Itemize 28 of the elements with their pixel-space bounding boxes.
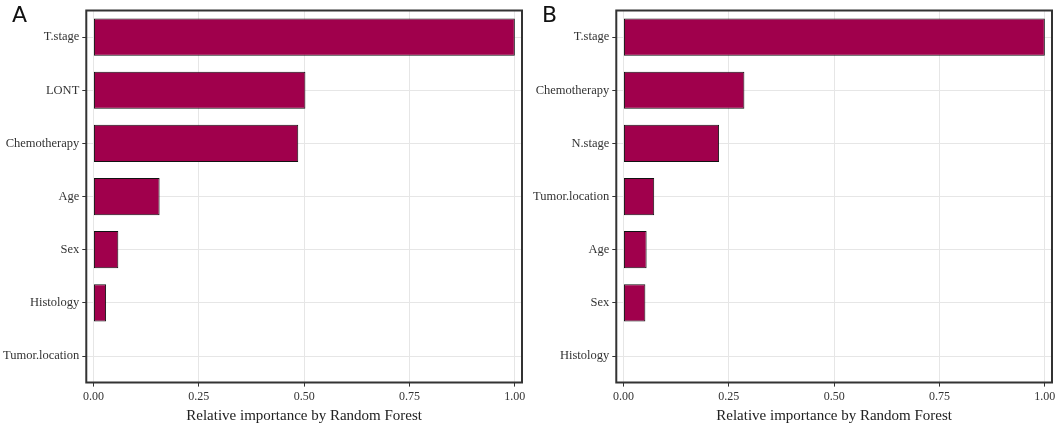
y-tick-label: Histology xyxy=(559,348,611,363)
x-tick-label: 0.75 xyxy=(398,388,420,403)
y-tick-label: T.stage xyxy=(43,29,80,44)
x-tick-label: 1.00 xyxy=(1034,388,1056,403)
x-tick-label: 0.50 xyxy=(293,388,315,403)
y-tick-label: Age xyxy=(588,241,610,256)
x-tick-label: 0.75 xyxy=(928,388,950,403)
y-tick-label: LONT xyxy=(45,82,80,97)
y-tick-label: Histology xyxy=(29,295,81,310)
y-tick-label: Tumor.location xyxy=(2,348,81,363)
y-tick-label: Chemotherapy xyxy=(5,135,81,150)
y-tick-label: Chemotherapy xyxy=(535,82,611,97)
x-axis-title: Relative importance by Random Forest xyxy=(716,406,953,423)
y-tick-label: N.stage xyxy=(571,135,610,150)
y-tick-label: Tumor.location xyxy=(532,188,611,203)
chart-title: A xyxy=(12,2,28,27)
y-tick-label: Sex xyxy=(590,295,611,310)
x-tick-label: 0.25 xyxy=(718,388,740,403)
x-tick-label: 0.00 xyxy=(612,388,634,403)
y-tick-label: Sex xyxy=(60,241,81,256)
x-tick-label: 0.50 xyxy=(823,388,845,403)
y-tick-label: Age xyxy=(58,188,80,203)
x-tick-label: 0.25 xyxy=(188,388,210,403)
y-tick-label: T.stage xyxy=(573,29,610,44)
chart-title: B xyxy=(542,2,558,27)
x-tick-label: 0.00 xyxy=(82,388,104,403)
x-tick-label: 1.00 xyxy=(504,388,526,403)
x-axis-title: Relative importance by Random Forest xyxy=(186,406,423,423)
